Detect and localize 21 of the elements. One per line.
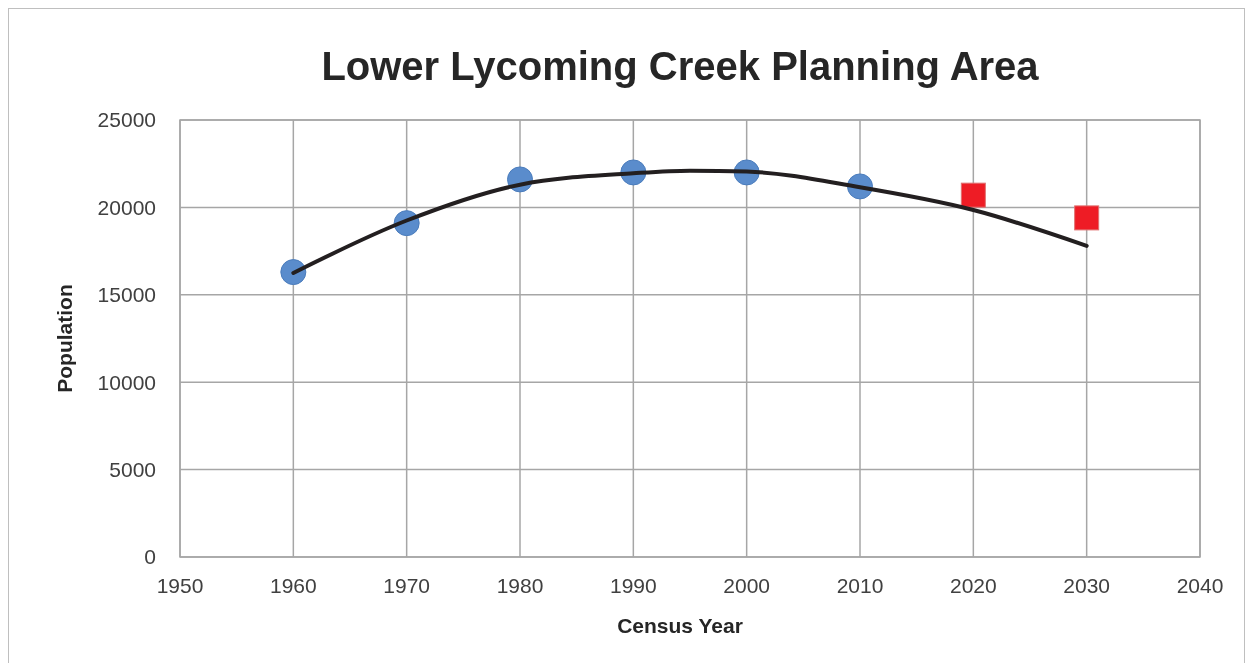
x-tick-label: 2010: [836, 574, 884, 597]
point: [1074, 205, 1100, 231]
x-tick-label: 1960: [269, 574, 317, 597]
point: [960, 182, 986, 208]
y-tick-label: 20000: [97, 195, 156, 219]
chart-title: Lower Lycoming Creek Planning Area: [321, 44, 1040, 88]
y-tick-label: 0: [144, 545, 156, 569]
y-tick-label: 25000: [97, 108, 156, 132]
y-tick-label: 10000: [97, 370, 156, 394]
x-tick-label: 1980: [496, 574, 544, 597]
x-tick-label: 2040: [1176, 574, 1224, 597]
x-axis-title: Census Year: [617, 614, 743, 637]
y-tick-label: 5000: [109, 457, 156, 481]
x-tick-label: 2000: [723, 574, 771, 597]
y-tick-label: 15000: [97, 283, 156, 307]
x-tick-label: 1990: [609, 574, 657, 597]
x-tick-label: 1950: [156, 574, 204, 597]
x-tick-label: 2020: [949, 574, 997, 597]
x-tick-label: 1970: [383, 574, 431, 597]
y-axis-title: Population: [53, 284, 76, 393]
x-tick-label: 2030: [1063, 574, 1111, 597]
